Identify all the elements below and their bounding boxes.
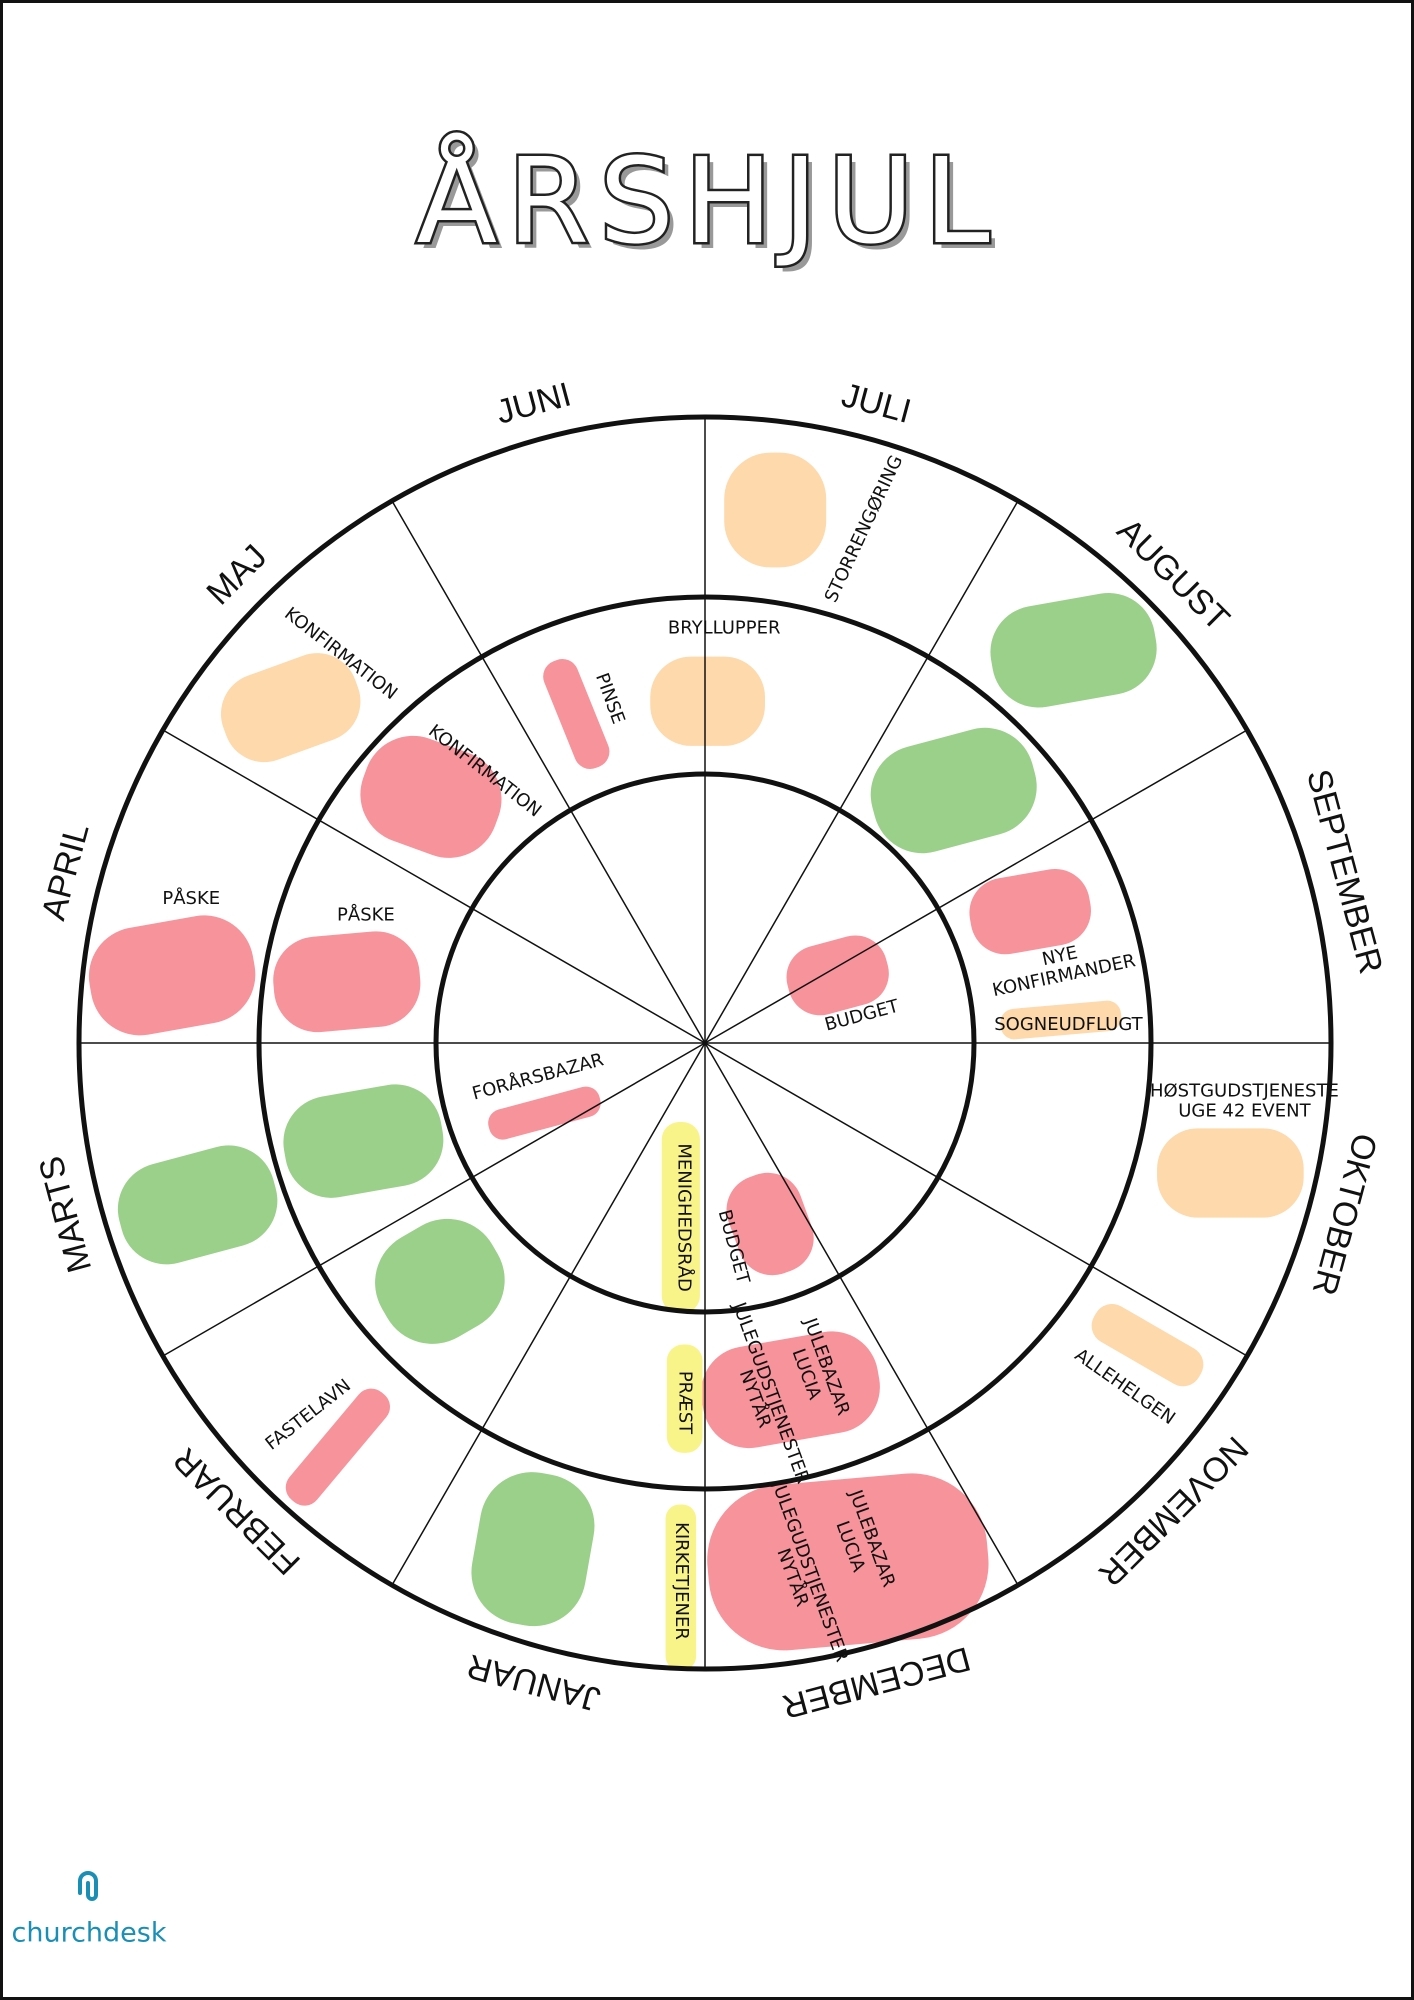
highlight-blob (273, 931, 421, 1033)
highlight-blob (650, 656, 765, 746)
highlight-blob (285, 1388, 390, 1506)
highlight-blob (666, 1344, 703, 1453)
highlight-blob (707, 1473, 989, 1651)
month-divider (704, 729, 1248, 1044)
brand-name: churchdesk (12, 1918, 167, 1949)
month-divider (162, 1042, 706, 1357)
highlight-blob (726, 1172, 814, 1276)
title: ÅRSHJUL (416, 132, 999, 270)
event-label: UGE 42 EVENT (1178, 1101, 1311, 1122)
month-divider (704, 1042, 1019, 1586)
logo-icon (78, 1871, 98, 1901)
highlight-blob (117, 1145, 278, 1265)
highlight-blob (701, 1331, 880, 1449)
highlight-blob (283, 1084, 444, 1198)
wheel (76, 414, 1334, 1672)
highlight-blob (375, 1218, 505, 1344)
month-divider (704, 1042, 1248, 1357)
highlight-blob (543, 659, 610, 769)
highlight-blob (88, 915, 256, 1036)
event-label: MENIGHEDSRÅD (673, 1143, 695, 1292)
month-divider (391, 1042, 706, 1586)
highlight-blob (870, 727, 1037, 854)
highlight-blob (360, 735, 502, 858)
highlight-blob (724, 452, 827, 568)
month-divider (162, 729, 706, 1044)
month-divider (391, 500, 706, 1044)
event-label: HØSTGUDSTJENESTE (1150, 1081, 1339, 1102)
highlight-blob (1157, 1128, 1304, 1218)
event-label: PRÆST (675, 1371, 696, 1435)
highlight-blob (665, 1504, 697, 1671)
highlight-blob (471, 1472, 595, 1627)
event-label: SOGNEUDFLUGT (994, 1014, 1143, 1035)
event-label: KIRKETJENER (671, 1522, 692, 1640)
highlights (88, 452, 1304, 1671)
event-label: PÅSKE (337, 903, 395, 925)
highlight-blob (990, 592, 1157, 708)
highlight-blob (661, 1122, 700, 1314)
highlight-blob (969, 868, 1091, 955)
title-shadow: ÅRSHJUL (422, 138, 1005, 276)
month-divider (704, 500, 1019, 1044)
event-label: BRYLLUPPER (668, 618, 781, 639)
highlight-blob (220, 653, 361, 763)
event-label: PÅSKE (162, 887, 220, 909)
highlight-blob (488, 1086, 601, 1140)
highlight-blob (786, 935, 889, 1016)
brand-logo: churchdesk (12, 1871, 167, 1949)
highlight-blob (1091, 1303, 1204, 1387)
highlight-blob (1000, 1000, 1122, 1040)
